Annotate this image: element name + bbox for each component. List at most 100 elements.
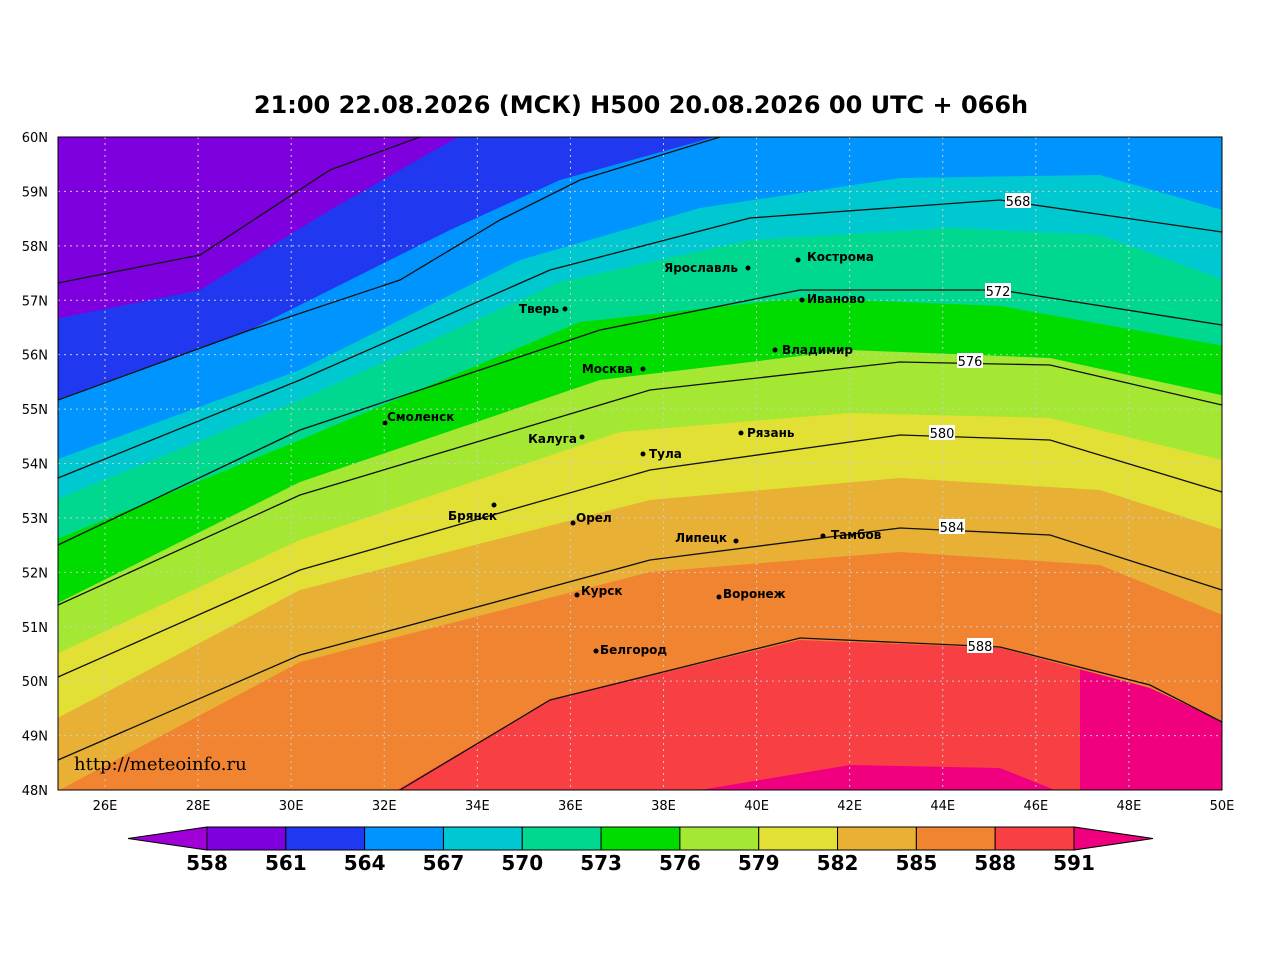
lat-label: 55N xyxy=(22,403,48,418)
contour xyxy=(57,434,1223,678)
city-dot xyxy=(491,502,497,508)
city-dot xyxy=(745,265,751,271)
map-frame xyxy=(57,136,1223,791)
contour xyxy=(57,136,421,284)
lat-label: 60N xyxy=(22,131,48,146)
credit: http://meteoinfo.ru xyxy=(74,754,247,775)
colorbar-label: 588 xyxy=(974,851,1016,875)
contour-label-bg xyxy=(985,283,1011,298)
contour xyxy=(57,289,1223,546)
colorbar-label: 567 xyxy=(423,851,465,875)
contour-label: 568 xyxy=(1006,195,1031,210)
lat-label: 59N xyxy=(22,185,48,200)
city-label: Тула xyxy=(649,447,682,461)
contour-label: 580 xyxy=(930,427,955,442)
title: 21:00 22.08.2026 (МСК) H500 20.08.2026 0… xyxy=(254,91,1028,119)
city-dot xyxy=(820,533,826,539)
lon-label: 30E xyxy=(279,799,304,814)
city-label: Кострома xyxy=(807,250,874,264)
city-label: Орел xyxy=(576,511,612,525)
city-label: Тамбов xyxy=(831,528,882,542)
city-label: Брянск xyxy=(448,509,497,523)
contour xyxy=(57,527,1223,761)
lon-label: 28E xyxy=(186,799,211,814)
lat-label: 52N xyxy=(22,566,48,581)
city-dot xyxy=(640,451,646,457)
colorbar-label: 573 xyxy=(580,851,622,875)
colorbar-label: 570 xyxy=(501,851,543,875)
city-label: Москва xyxy=(582,362,633,376)
contour-label-bg xyxy=(929,425,955,440)
lon-label: 36E xyxy=(558,799,583,814)
city-dot xyxy=(579,434,585,440)
colorbar-cell xyxy=(206,826,287,851)
colorbar-label: 585 xyxy=(895,851,937,875)
contour-label-bg xyxy=(957,353,983,368)
lat-label: 58N xyxy=(22,240,48,255)
lat-label: 48N xyxy=(22,784,48,799)
city-label: Рязань xyxy=(747,426,795,440)
city-label: Калуга xyxy=(528,432,577,446)
city-dot xyxy=(738,430,744,436)
colorbar-cell xyxy=(285,826,366,851)
contour xyxy=(399,637,1223,791)
contour-label: 584 xyxy=(940,521,965,536)
lat-label: 51N xyxy=(22,621,48,636)
city-dot xyxy=(733,538,739,544)
contour xyxy=(57,136,721,401)
bands xyxy=(58,137,1222,790)
colorbar-cell xyxy=(994,826,1075,851)
city-dot xyxy=(799,297,805,303)
lon-label: 46E xyxy=(1023,799,1048,814)
lat-label: 53N xyxy=(22,512,48,527)
lat-label: 57N xyxy=(22,294,48,309)
city-dot xyxy=(716,594,722,600)
colorbar-over xyxy=(1073,826,1154,851)
lon-label: 32E xyxy=(372,799,397,814)
colorbar-cell xyxy=(600,826,681,851)
colorbar-label: 561 xyxy=(265,851,307,875)
city-label: Иваново xyxy=(807,292,865,306)
city-label: Липецк xyxy=(675,531,727,545)
colorbar-cell xyxy=(915,826,996,851)
contour-label: 588 xyxy=(968,640,993,655)
lon-label: 44E xyxy=(930,799,955,814)
colorbar-label: 582 xyxy=(817,851,859,875)
colorbar-label: 558 xyxy=(186,851,228,875)
lat-label: 50N xyxy=(22,675,48,690)
city-label: Воронеж xyxy=(723,587,786,601)
contour-label-bg xyxy=(967,638,993,653)
city-dot xyxy=(593,648,599,654)
city-label: Ярославль xyxy=(664,261,738,275)
lon-label: 38E xyxy=(651,799,676,814)
city-dot xyxy=(574,592,580,598)
colorbar-under xyxy=(127,826,208,851)
contour xyxy=(57,199,1223,479)
colorbar-cell xyxy=(521,826,602,851)
lon-label: 42E xyxy=(837,799,862,814)
lat-label: 56N xyxy=(22,349,48,364)
lon-label: 50E xyxy=(1210,799,1235,814)
city-dot xyxy=(772,347,778,353)
city-label: Белгород xyxy=(600,643,667,657)
colorbar-cell xyxy=(837,826,917,851)
city-dot xyxy=(795,257,801,263)
city-label: Курск xyxy=(581,584,622,598)
city-label: Смоленск xyxy=(387,410,454,424)
band xyxy=(58,137,458,319)
contour-label-bg xyxy=(939,519,965,534)
lat-label: 54N xyxy=(22,458,48,473)
city-dot xyxy=(562,306,568,312)
lon-label: 48E xyxy=(1117,799,1142,814)
contour-label: 576 xyxy=(958,355,983,370)
colorbar-cell xyxy=(442,826,523,851)
colorbar-label: 576 xyxy=(659,851,701,875)
colorbar-label: 591 xyxy=(1053,851,1095,875)
city-dot xyxy=(382,420,388,426)
contour xyxy=(57,361,1223,606)
city-dot xyxy=(570,520,576,526)
contour-label-bg xyxy=(1005,193,1031,208)
lat-label: 49N xyxy=(22,730,48,745)
map: 26E 28E 30E 32E 34E 36E 38E 40E 42E 44E 46E 48E 50E 6… xyxy=(22,131,1235,814)
